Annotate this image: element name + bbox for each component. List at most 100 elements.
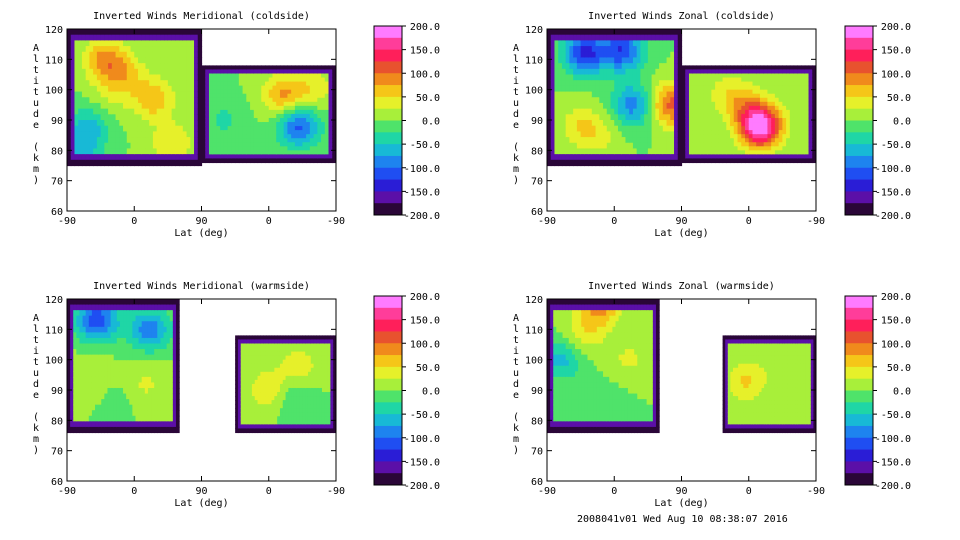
heatmap-cell [726,134,731,139]
heatmap-cell [240,339,245,345]
heatmap-cell [152,142,158,150]
heatmap-cell [147,360,152,367]
heatmap-cell [194,120,199,127]
heatmap-cell [134,114,139,121]
heatmap-cell [265,142,270,147]
heatmap-cell [113,321,118,328]
heatmap-cell [253,138,259,143]
heatmap-cell [166,343,171,350]
heatmap-cell [625,97,630,104]
heatmap-cell [145,46,150,53]
heatmap-cell [279,383,284,389]
heatmap-cell [599,74,604,81]
heatmap-cell [797,146,802,151]
heatmap-cell [277,343,281,349]
heatmap-cell [134,51,139,59]
heatmap-cell [151,337,155,345]
heatmap-cell [149,97,154,104]
heatmap-cell [123,404,127,411]
heatmap-cell [696,73,701,79]
heatmap-cell [655,40,660,47]
heatmap-cell [157,387,161,395]
heatmap-cell [621,63,627,70]
heatmap-cell [561,68,567,76]
heatmap-cell [283,109,289,115]
heatmap-cell [789,93,795,99]
heatmap-cell [119,399,124,406]
heatmap-cell [595,85,600,93]
heatmap-cell [223,93,229,99]
heatmap-cell [169,315,174,322]
heatmap-cell [282,347,287,353]
heatmap-cell [283,113,289,119]
heatmap-cell [249,359,253,365]
heatmap-cell [96,63,102,70]
heatmap-cell [711,109,716,115]
heatmap-cell [212,117,218,123]
heatmap-cell [692,89,698,95]
heatmap-cell [659,40,664,47]
heatmap-cell [588,91,593,98]
heatmap-cell [160,125,165,132]
heatmap-cell [132,360,137,367]
heatmap-cell [123,46,128,53]
heatmap-cell [89,85,94,93]
heatmap-cell [726,126,731,131]
heatmap-cell [172,321,177,328]
heatmap-cell [85,382,90,389]
heatmap-cell [265,420,270,425]
heatmap-cell [565,114,571,121]
heatmap-cell [123,131,128,138]
heatmap-cell [197,68,203,76]
heatmap-cell [681,113,686,119]
heatmap-cell [771,138,776,143]
heatmap-cell [636,102,642,110]
heatmap-cell [110,326,115,333]
heatmap-cell [70,354,74,361]
heatmap-cell [246,89,251,95]
heatmap-cell [688,93,694,99]
heatmap-cell [614,68,619,76]
heatmap-cell [547,85,552,93]
heatmap-cell [279,122,285,127]
heatmap-cell [261,97,266,103]
heatmap-cell [771,150,776,155]
heatmap-cell [584,108,589,115]
heatmap-cell [748,101,754,107]
heatmap-cell [756,85,761,91]
heatmap-cell [157,393,161,400]
heatmap-cell [156,120,162,127]
heatmap-cell [246,122,251,127]
heatmap-cell [797,138,802,143]
heatmap-cell [328,69,333,75]
heatmap-cell [332,146,336,151]
heatmap-cell [674,142,679,150]
heatmap-cell [265,154,270,160]
heatmap-cell [205,97,210,103]
heatmap-cell [137,68,143,76]
heatmap-cell [263,375,267,381]
heatmap-cell [569,137,574,144]
heatmap-cell [733,105,739,111]
heatmap-cell [81,102,87,110]
heatmap-cell [216,81,221,87]
heatmap-cell [138,343,143,350]
heatmap-cell [789,150,795,155]
heatmap-cell [629,80,634,87]
heatmap-cell [309,154,315,160]
heatmap-cell [263,412,267,417]
heatmap-cell [216,138,221,143]
heatmap-cell [265,396,270,401]
heatmap-cell [282,416,287,421]
heatmap-cell [240,392,245,397]
heatmap-cell [261,158,266,164]
heatmap-cell [812,122,816,127]
colorbar-band [845,49,873,62]
heatmap-cell [558,74,563,81]
heatmap-cell [666,85,671,93]
heatmap-cell [147,393,152,400]
heatmap-cell [81,74,87,81]
heatmap-cell [254,335,259,341]
heatmap-cell [160,399,165,406]
heatmap-cell [169,399,174,406]
